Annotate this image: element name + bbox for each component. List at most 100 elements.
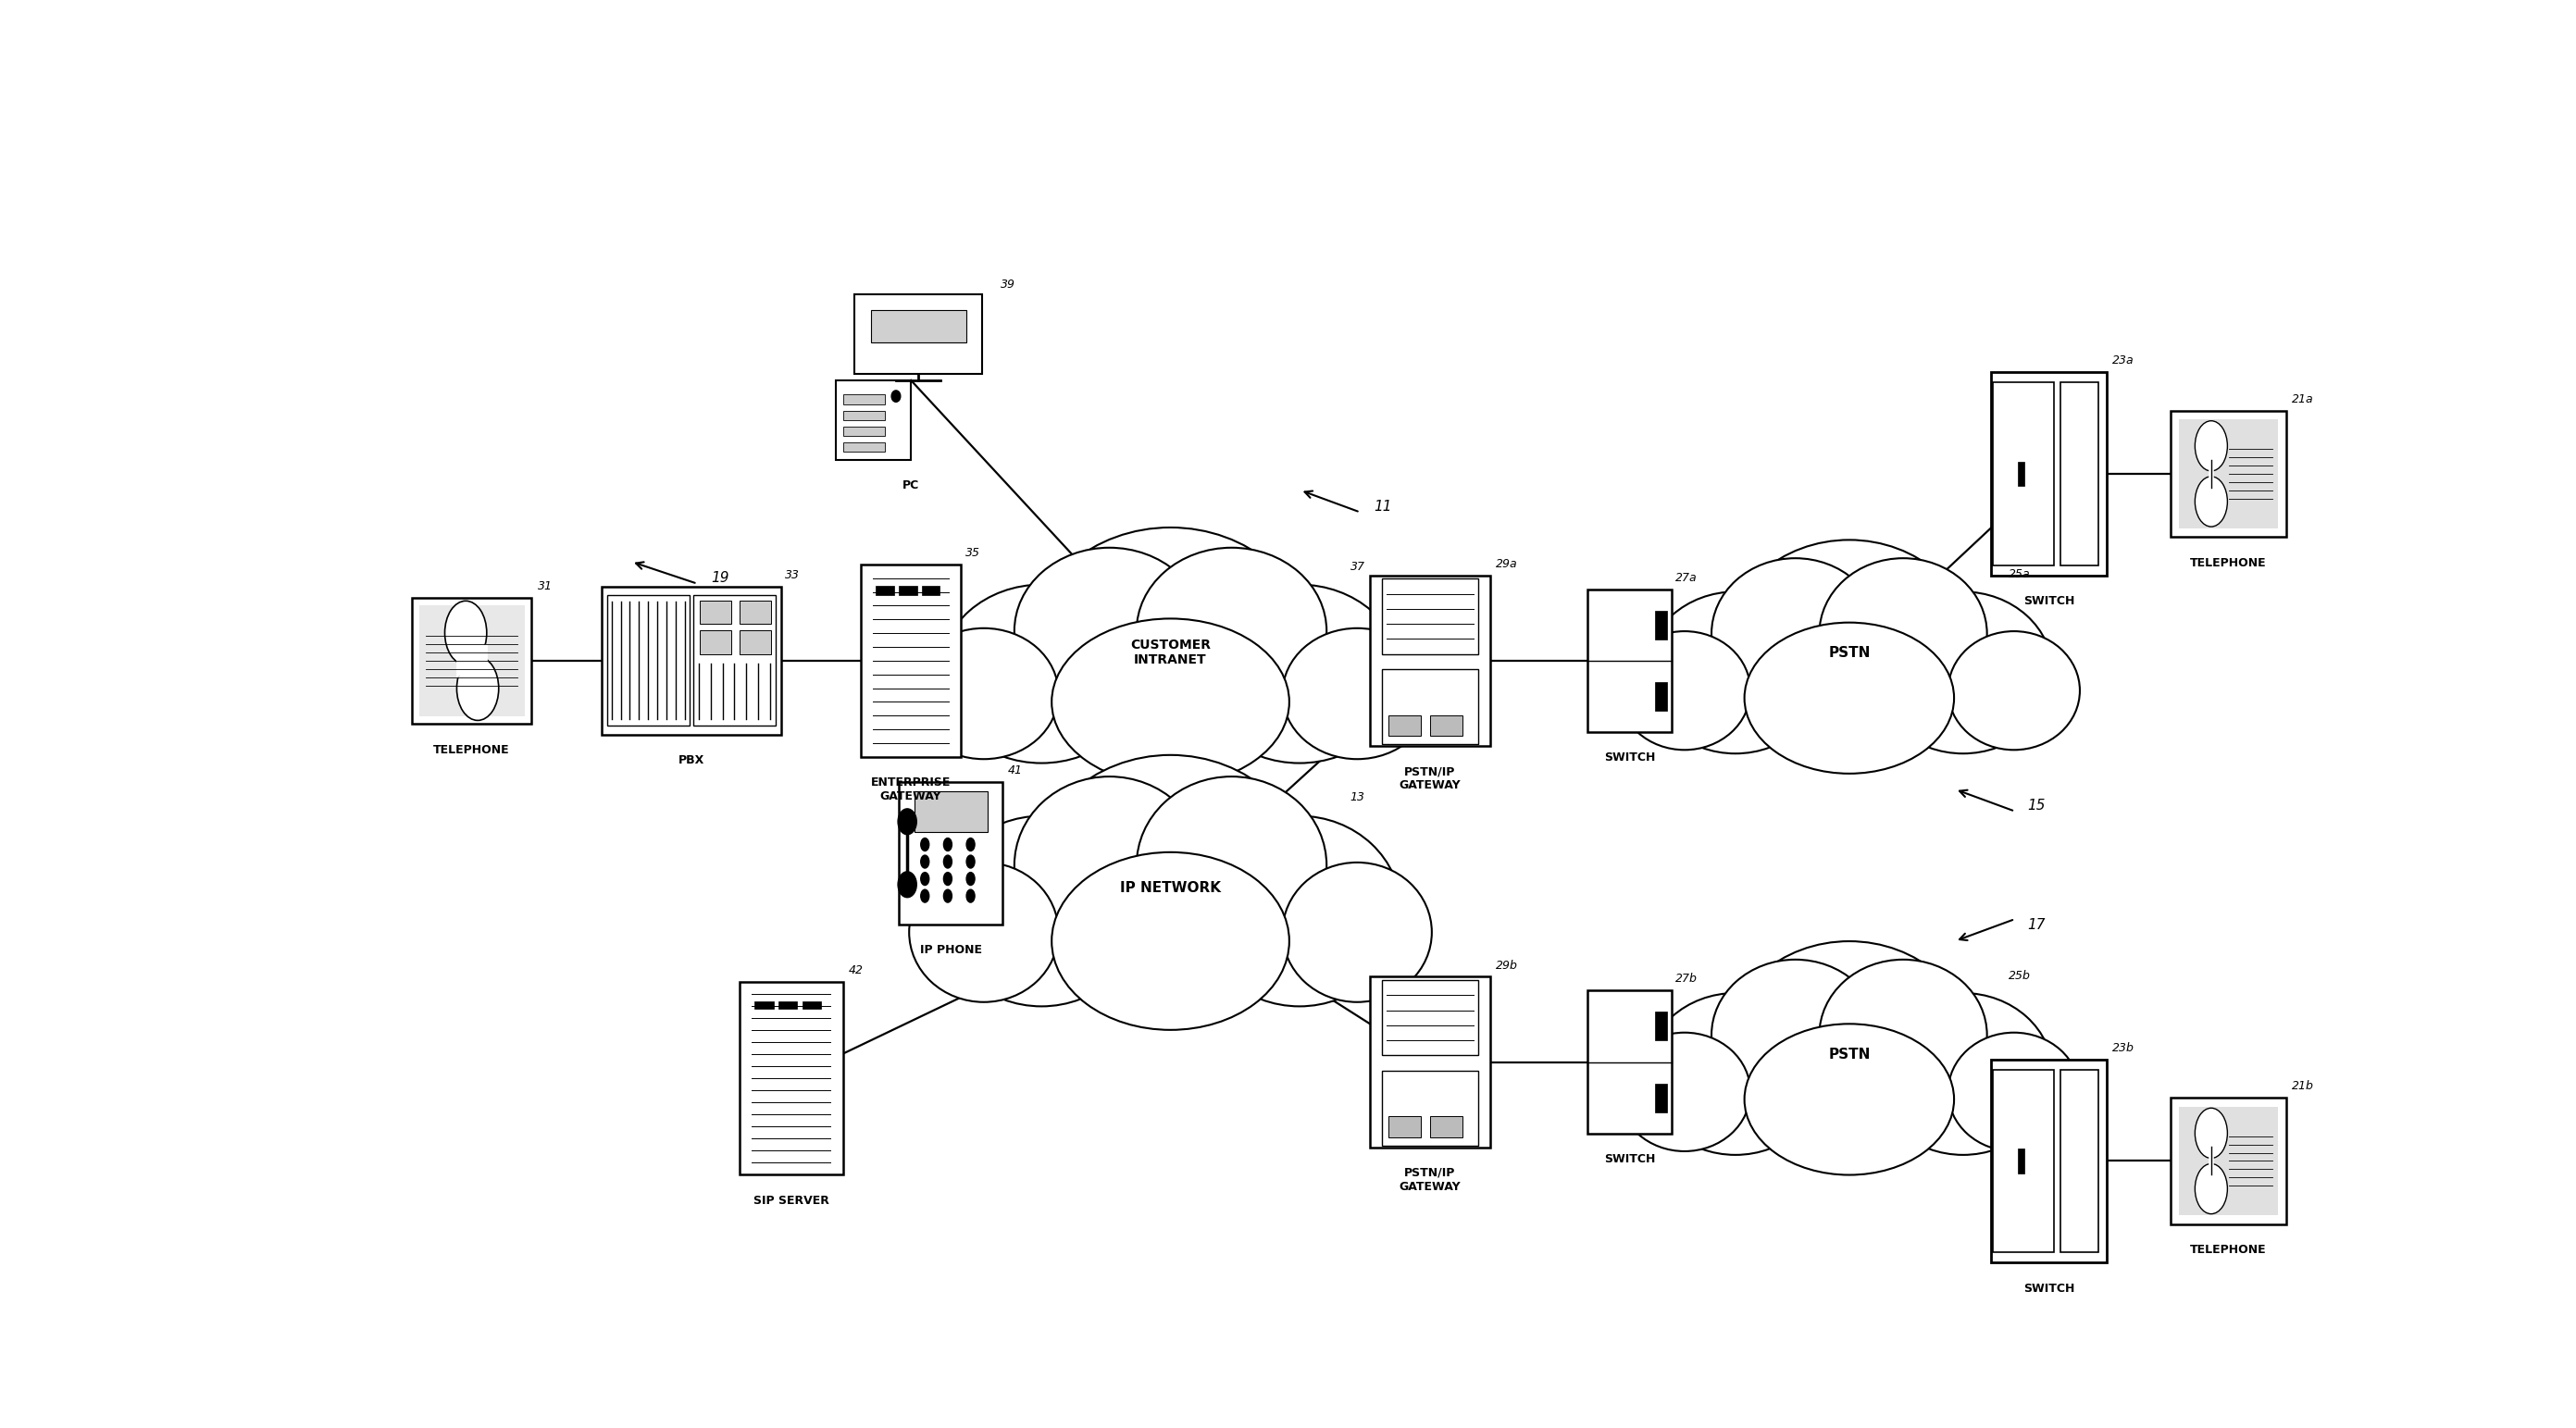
- Bar: [739, 601, 770, 624]
- Bar: [2017, 1148, 2025, 1174]
- Text: PSTN: PSTN: [1829, 1048, 1870, 1061]
- Bar: [1654, 1084, 1667, 1112]
- Ellipse shape: [966, 855, 974, 868]
- Bar: [871, 310, 966, 343]
- Ellipse shape: [1710, 558, 1880, 710]
- Text: TELEPHONE: TELEPHONE: [433, 744, 510, 755]
- Ellipse shape: [1015, 777, 1206, 954]
- Bar: [603, 587, 781, 735]
- Text: PSTN/IP
GATEWAY: PSTN/IP GATEWAY: [1399, 1167, 1461, 1192]
- Text: SWITCH: SWITCH: [1605, 753, 1656, 764]
- Ellipse shape: [1819, 960, 1986, 1111]
- Ellipse shape: [1028, 755, 1314, 1021]
- Bar: [420, 605, 526, 717]
- Bar: [914, 791, 987, 831]
- Ellipse shape: [1136, 548, 1327, 714]
- Ellipse shape: [1744, 623, 1955, 774]
- Text: SWITCH: SWITCH: [2022, 1282, 2074, 1295]
- Ellipse shape: [899, 808, 917, 834]
- Text: 29a: 29a: [1497, 558, 1517, 570]
- Text: 23a: 23a: [2112, 354, 2136, 367]
- Ellipse shape: [1819, 558, 1986, 710]
- Ellipse shape: [2195, 1108, 2228, 1158]
- Ellipse shape: [1947, 631, 2079, 750]
- Bar: [804, 1001, 822, 1010]
- Bar: [1991, 373, 2107, 575]
- Ellipse shape: [456, 657, 500, 720]
- Bar: [842, 443, 884, 453]
- Text: 13: 13: [1350, 791, 1365, 804]
- Ellipse shape: [943, 890, 953, 902]
- Bar: [693, 595, 775, 725]
- Bar: [1383, 670, 1479, 744]
- Bar: [2179, 420, 2277, 528]
- Ellipse shape: [909, 628, 1059, 760]
- Bar: [837, 380, 912, 460]
- Ellipse shape: [1947, 1032, 2079, 1151]
- Text: 29b: 29b: [1497, 960, 1517, 971]
- Bar: [1430, 715, 1463, 735]
- Bar: [899, 585, 917, 595]
- Text: PBX: PBX: [677, 754, 703, 767]
- Ellipse shape: [1283, 628, 1432, 760]
- Text: SIP SERVER: SIP SERVER: [752, 1194, 829, 1207]
- Bar: [1383, 578, 1479, 654]
- Bar: [778, 1001, 799, 1010]
- Bar: [1654, 683, 1667, 711]
- Bar: [842, 394, 884, 404]
- Ellipse shape: [446, 601, 487, 665]
- Bar: [842, 411, 884, 420]
- Ellipse shape: [1051, 853, 1288, 1030]
- Bar: [755, 1001, 773, 1010]
- Bar: [1587, 590, 1672, 733]
- Bar: [1388, 1117, 1419, 1137]
- Ellipse shape: [966, 873, 974, 885]
- Ellipse shape: [1744, 1024, 1955, 1175]
- Text: PSTN: PSTN: [1829, 647, 1870, 660]
- Text: 21a: 21a: [2293, 393, 2313, 406]
- Bar: [1383, 1071, 1479, 1145]
- Bar: [2061, 1070, 2099, 1252]
- Text: 17: 17: [2027, 918, 2045, 931]
- Text: TELEPHONE: TELEPHONE: [2190, 557, 2267, 568]
- Text: 27b: 27b: [1677, 972, 1698, 985]
- Ellipse shape: [1198, 584, 1401, 763]
- Ellipse shape: [966, 838, 974, 851]
- Bar: [608, 595, 690, 725]
- Ellipse shape: [943, 855, 953, 868]
- Text: PSTN/IP
GATEWAY: PSTN/IP GATEWAY: [1399, 765, 1461, 791]
- Ellipse shape: [920, 838, 930, 851]
- Bar: [1991, 1060, 2107, 1262]
- Ellipse shape: [943, 838, 953, 851]
- Bar: [842, 427, 884, 436]
- Bar: [2061, 383, 2099, 565]
- Ellipse shape: [1873, 591, 2053, 754]
- Bar: [1587, 991, 1672, 1134]
- Text: SWITCH: SWITCH: [2022, 595, 2074, 607]
- Ellipse shape: [891, 390, 902, 401]
- Text: CUSTOMER
INTRANET: CUSTOMER INTRANET: [1131, 638, 1211, 667]
- Ellipse shape: [920, 855, 930, 868]
- Ellipse shape: [940, 815, 1144, 1007]
- Text: 21b: 21b: [2293, 1080, 2313, 1092]
- Bar: [701, 601, 732, 624]
- Text: 42: 42: [848, 965, 863, 977]
- Bar: [1654, 611, 1667, 640]
- Text: 15: 15: [2027, 798, 2045, 813]
- Bar: [860, 564, 961, 757]
- Ellipse shape: [1136, 777, 1327, 954]
- Text: 27a: 27a: [1677, 571, 1698, 584]
- Bar: [1430, 1117, 1463, 1137]
- Ellipse shape: [1723, 941, 1976, 1168]
- Bar: [2172, 1098, 2287, 1224]
- Ellipse shape: [1051, 618, 1288, 785]
- Ellipse shape: [1710, 960, 1880, 1111]
- Text: 23b: 23b: [2112, 1041, 2136, 1054]
- Text: 33: 33: [786, 568, 799, 581]
- Bar: [412, 597, 531, 724]
- Bar: [1654, 1012, 1667, 1041]
- Bar: [876, 585, 894, 595]
- Ellipse shape: [909, 863, 1059, 1002]
- Bar: [1370, 575, 1489, 745]
- Ellipse shape: [943, 873, 953, 885]
